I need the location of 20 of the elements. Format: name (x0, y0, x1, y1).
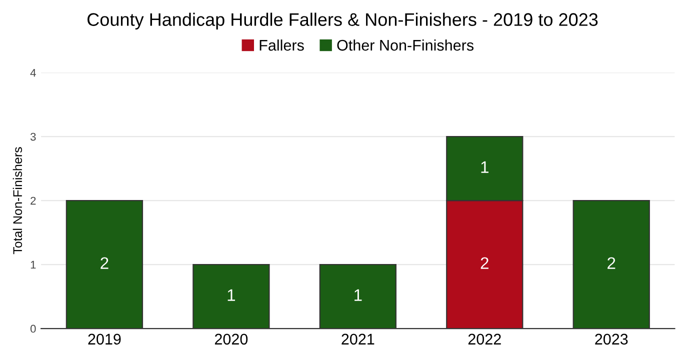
y-tick-label: 1 (30, 260, 36, 269)
x-tick-label: 2020 (214, 334, 248, 345)
y-tick-label: 4 (30, 68, 36, 77)
chart-title: County Handicap Hurdle Fallers & Non-Finishers - 2019 to 2023 (88, 12, 598, 30)
legend-label: Other Non-Finishers (337, 39, 474, 51)
data-label: 2 (608, 257, 616, 269)
data-label: 1 (354, 289, 362, 301)
data-label: 2 (100, 257, 108, 269)
data-label: 1 (228, 289, 236, 301)
x-tick-label: 2022 (468, 334, 501, 345)
x-tick-label: 2019 (88, 334, 121, 345)
data-label: 2 (480, 257, 488, 269)
x-tick-label: 2023 (595, 334, 628, 345)
legend-label: Fallers (260, 39, 304, 51)
y-tick-label: 3 (30, 132, 36, 141)
y-tick-label: 0 (30, 324, 36, 333)
y-axis-title: Total Non-Finishers (12, 147, 22, 254)
data-label: 1 (481, 161, 488, 173)
x-tick-label: 2021 (342, 334, 374, 345)
y-tick-label: 2 (30, 196, 36, 205)
